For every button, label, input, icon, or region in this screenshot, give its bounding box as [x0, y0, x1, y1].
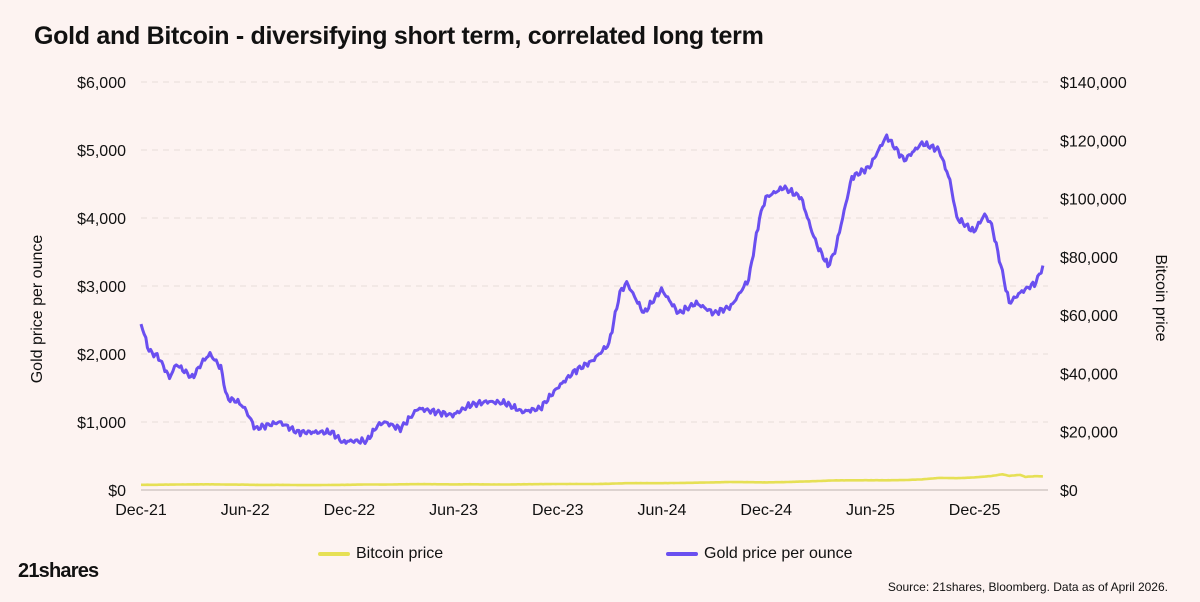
legend-item-bitcoin: Bitcoin price: [318, 545, 443, 563]
x-axis-tick-label: Dec-25: [949, 502, 1001, 519]
right-axis-tick-label: $40,000: [1060, 366, 1118, 383]
x-axis-tick-label: Jun-22: [221, 502, 270, 519]
page-title: Gold and Bitcoin - diversifying short te…: [34, 22, 764, 50]
right-axis-tick-label: $80,000: [1060, 250, 1118, 267]
left-axis-title: Gold price per ounce: [29, 235, 46, 384]
left-axis-tick-label: $1,000: [77, 415, 126, 432]
x-axis-tick-label: Dec-24: [740, 502, 792, 519]
brand-logo: 21shares: [18, 560, 99, 582]
right-axis-ticks: $0 $20,000 $40,000 $60,000 $80,000 $100,000 $1…: [1060, 75, 1127, 500]
source-note: Source: 21shares, Bloomberg. Data as of …: [887, 580, 1168, 594]
left-axis-ticks: $0 $1,000 $2,000 $3,000 $4,000 $5,000 $6,000: [77, 75, 126, 500]
x-axis-tick-label: Dec-21: [115, 502, 167, 519]
x-axis-tick-label: Dec-23: [532, 502, 584, 519]
bitcoin-series-line: [141, 473, 1043, 487]
grid-lines: [141, 81, 1048, 491]
left-axis-tick-label: $4,000: [77, 211, 126, 228]
right-axis-title: Bitcoin price: [1152, 254, 1169, 341]
x-axis-ticks: Dec-21 Jun-22 Dec-22 Jun-23 Dec-23 Jun-24 Dec-…: [115, 502, 1000, 519]
x-axis-tick-label: Dec-22: [324, 502, 376, 519]
gold-series-line: [139, 133, 1045, 445]
right-axis-tick-label: $20,000: [1060, 425, 1118, 442]
gold-legend-swatch: [666, 552, 698, 556]
x-axis-tick-label: Jun-25: [846, 502, 895, 519]
bitcoin-legend-label: Bitcoin price: [356, 545, 444, 562]
right-axis-tick-label: $140,000: [1060, 75, 1127, 92]
x-axis-tick-label: Jun-23: [429, 502, 478, 519]
left-axis-tick-label: $6,000: [77, 75, 126, 92]
left-axis-tick-label: $3,000: [77, 279, 126, 296]
gold-legend-label: Gold price per ounce: [704, 545, 853, 562]
right-axis-tick-label: $0: [1060, 483, 1078, 500]
left-axis-tick-label: $0: [108, 483, 126, 500]
right-axis-tick-label: $100,000: [1060, 192, 1127, 209]
right-axis-tick-label: $60,000: [1060, 308, 1118, 325]
right-axis-tick-label: $120,000: [1060, 133, 1127, 150]
left-axis-tick-label: $5,000: [77, 143, 126, 160]
left-axis-tick-label: $2,000: [77, 347, 126, 364]
legend-item-gold: Gold price per ounce: [666, 545, 853, 563]
x-axis-tick-label: Jun-24: [638, 502, 687, 519]
series-lines: [139, 133, 1045, 487]
bitcoin-legend-swatch: [318, 552, 350, 556]
